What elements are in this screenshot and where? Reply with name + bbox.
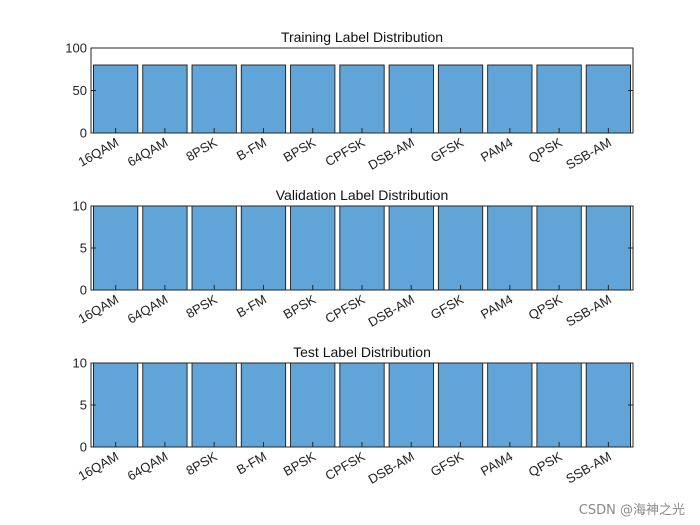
x-tick-label-QPSK: QPSK	[526, 291, 565, 322]
bar-SSB-AM	[585, 362, 631, 448]
x-tick-label-8PSK: 8PSK	[183, 448, 220, 478]
x-tick-label-GFSK: GFSK	[428, 448, 466, 479]
bar-DSB-AM	[388, 205, 434, 291]
x-tick-label-CPFSK: CPFSK	[322, 448, 367, 483]
y-tick-label: 5	[80, 241, 87, 256]
bar-CPFSK	[339, 362, 385, 448]
x-tick-label-BPSK: BPSK	[281, 291, 319, 321]
y-tick-label: 0	[80, 283, 87, 298]
x-tick-label-64QAM: 64QAM	[125, 135, 171, 170]
x-tick-label-GFSK: GFSK	[428, 291, 466, 322]
x-tick-label-8PSK: 8PSK	[183, 291, 220, 321]
bar-DSB-AM	[388, 64, 434, 134]
watermark-text: CSDN @海神之光	[579, 503, 685, 518]
bar-8PSK	[191, 64, 237, 134]
x-tick-label-SSB-AM: SSB-AM	[563, 135, 614, 173]
y-tick-label: 100	[65, 41, 87, 56]
bar-GFSK	[437, 205, 484, 291]
x-tick-label-PAM4: PAM4	[478, 292, 515, 322]
x-tick-label-CPFSK: CPFSK	[322, 134, 367, 169]
bar-BPSK	[290, 205, 336, 291]
x-tick-label-QPSK: QPSK	[526, 134, 565, 165]
bar-16QAM	[93, 64, 139, 134]
x-tick-label-DSB-AM: DSB-AM	[365, 292, 416, 330]
y-tick-label: 50	[73, 83, 87, 98]
chart-title: Test Label Distribution	[293, 344, 431, 360]
bar-GFSK	[437, 64, 484, 134]
bar-DSB-AM	[388, 362, 434, 448]
y-tick-label: 10	[73, 199, 87, 214]
bar-BPSK	[290, 64, 336, 134]
bar-QPSK	[536, 205, 582, 291]
bar-64QAM	[142, 362, 188, 448]
x-tick-label-B-FM: B-FM	[234, 292, 269, 321]
bar-BPSK	[290, 362, 336, 448]
bar-8PSK	[191, 205, 237, 291]
x-tick-label-GFSK: GFSK	[428, 134, 466, 165]
bar-PAM4	[487, 64, 533, 134]
x-tick-label-PAM4: PAM4	[478, 135, 515, 165]
bar-SSB-AM	[585, 205, 631, 291]
x-tick-label-DSB-AM: DSB-AM	[365, 135, 416, 173]
y-tick-label: 10	[73, 356, 87, 371]
x-tick-label-SSB-AM: SSB-AM	[563, 292, 614, 330]
bar-8PSK	[191, 362, 237, 448]
x-tick-label-BPSK: BPSK	[281, 448, 319, 478]
bar-16QAM	[93, 205, 139, 291]
x-tick-label-BPSK: BPSK	[281, 134, 319, 164]
chart-title: Validation Label Distribution	[276, 187, 449, 203]
x-tick-label-B-FM: B-FM	[234, 449, 269, 478]
bar-QPSK	[536, 64, 582, 134]
bar-QPSK	[536, 362, 582, 448]
y-tick-label: 0	[80, 126, 87, 141]
x-tick-label-64QAM: 64QAM	[125, 292, 171, 327]
x-tick-label-8PSK: 8PSK	[183, 134, 220, 164]
bar-B-FM	[240, 205, 287, 291]
bar-SSB-AM	[585, 64, 631, 134]
x-tick-label-64QAM: 64QAM	[125, 449, 171, 484]
x-tick-label-DSB-AM: DSB-AM	[365, 449, 416, 487]
bar-64QAM	[142, 205, 188, 291]
y-tick-label: 0	[80, 440, 87, 455]
x-tick-label-QPSK: QPSK	[526, 448, 565, 479]
bar-PAM4	[487, 362, 533, 448]
x-tick-label-PAM4: PAM4	[478, 449, 515, 479]
bar-B-FM	[240, 64, 287, 134]
x-tick-label-B-FM: B-FM	[234, 135, 269, 164]
x-tick-label-CPFSK: CPFSK	[322, 291, 367, 326]
bar-CPFSK	[339, 205, 385, 291]
x-tick-label-SSB-AM: SSB-AM	[563, 449, 614, 487]
bar-16QAM	[93, 362, 139, 448]
bar-64QAM	[142, 64, 188, 134]
bar-B-FM	[240, 362, 287, 448]
bar-PAM4	[487, 205, 533, 291]
bar-CPFSK	[339, 64, 385, 134]
bar-GFSK	[437, 362, 484, 448]
y-tick-label: 5	[80, 398, 87, 413]
chart-title: Training Label Distribution	[281, 29, 443, 45]
